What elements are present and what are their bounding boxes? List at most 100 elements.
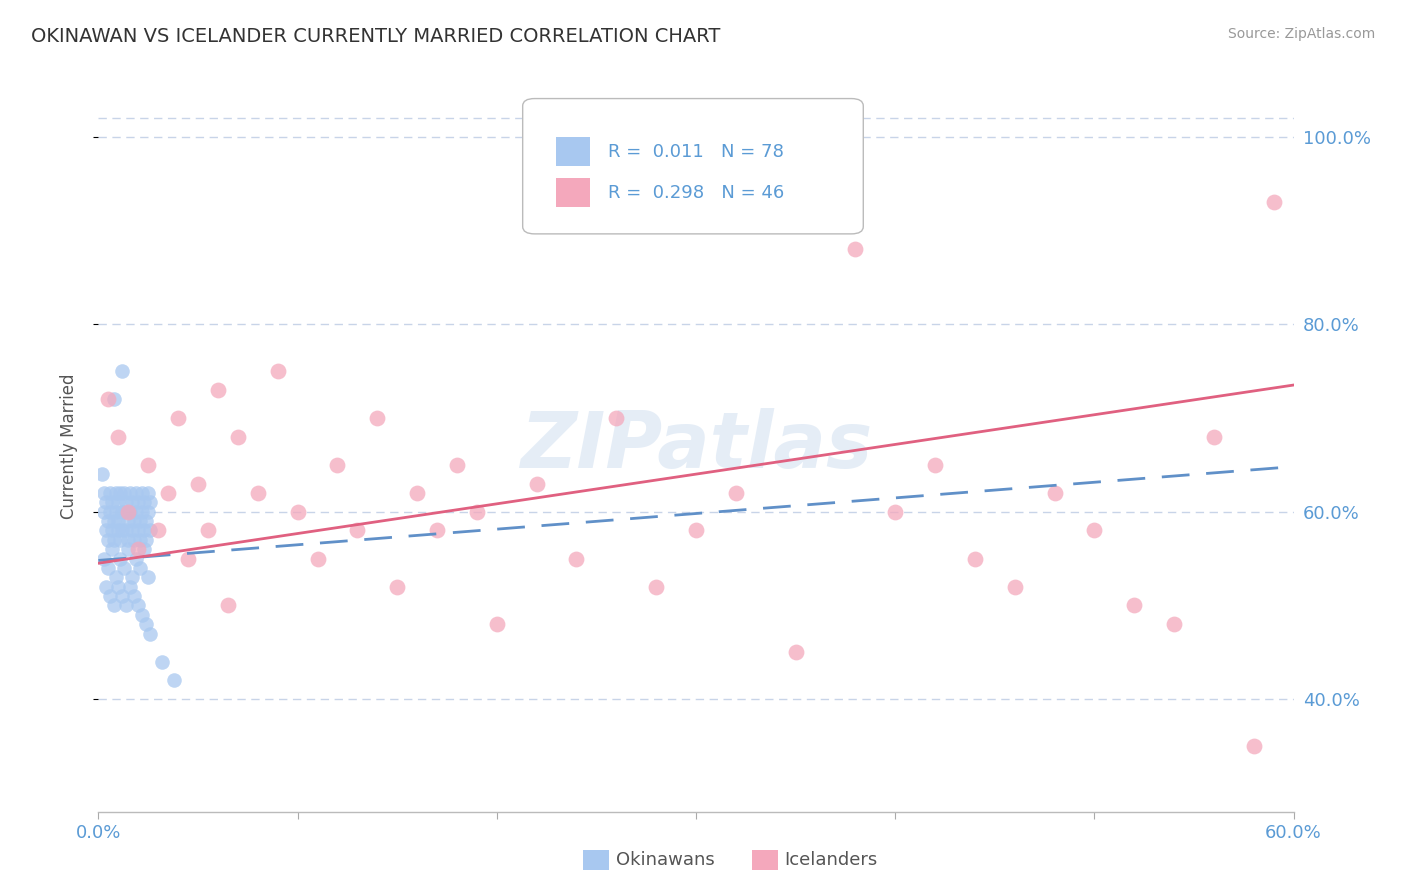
Point xyxy=(346,524,368,538)
Point xyxy=(167,410,190,425)
Point xyxy=(98,505,122,519)
Point xyxy=(217,599,239,613)
Point xyxy=(406,486,429,500)
Point xyxy=(385,580,409,594)
Point xyxy=(131,607,153,622)
Point xyxy=(139,495,162,509)
Point xyxy=(136,458,159,472)
Point xyxy=(112,486,135,500)
Point xyxy=(1263,195,1285,210)
Point xyxy=(111,505,134,519)
Point xyxy=(125,551,148,566)
Point xyxy=(785,645,807,659)
Text: R =  0.011   N = 78: R = 0.011 N = 78 xyxy=(607,143,783,161)
Point xyxy=(136,505,159,519)
Point xyxy=(112,505,135,519)
Point xyxy=(93,486,115,500)
Point xyxy=(1202,429,1225,443)
Point xyxy=(246,486,269,500)
Text: Source: ZipAtlas.com: Source: ZipAtlas.com xyxy=(1227,27,1375,41)
Point xyxy=(125,505,148,519)
Point xyxy=(121,524,143,538)
Point xyxy=(115,524,138,538)
Point xyxy=(685,524,707,538)
Point xyxy=(103,392,125,406)
Point xyxy=(110,551,132,566)
Point xyxy=(139,626,162,640)
Point xyxy=(98,589,122,603)
Point xyxy=(120,580,142,594)
Point xyxy=(207,383,229,397)
Point xyxy=(103,599,125,613)
Point xyxy=(127,524,149,538)
Point xyxy=(565,551,588,566)
Point xyxy=(645,580,668,594)
Point xyxy=(117,542,139,557)
Point xyxy=(131,486,153,500)
Point xyxy=(465,505,488,519)
Bar xyxy=(557,137,589,167)
Point xyxy=(103,514,125,528)
Point xyxy=(963,551,986,566)
FancyBboxPatch shape xyxy=(523,98,863,234)
Point xyxy=(107,514,129,528)
Point xyxy=(124,533,146,547)
Point xyxy=(1004,580,1026,594)
Point xyxy=(226,429,249,443)
Point xyxy=(157,486,180,500)
Point xyxy=(93,505,115,519)
Text: Okinawans: Okinawans xyxy=(616,851,714,869)
Point xyxy=(136,570,159,584)
Point xyxy=(111,364,134,378)
Point xyxy=(121,570,143,584)
Point xyxy=(97,514,120,528)
Point xyxy=(125,486,148,500)
Point xyxy=(115,495,138,509)
Point xyxy=(107,580,129,594)
Point xyxy=(101,524,124,538)
Point xyxy=(267,364,290,378)
Text: ZIPatlas: ZIPatlas xyxy=(520,408,872,484)
Point xyxy=(120,486,142,500)
Point xyxy=(105,570,128,584)
Point xyxy=(307,551,329,566)
Point xyxy=(177,551,200,566)
Point xyxy=(605,410,627,425)
Point xyxy=(110,533,132,547)
Point xyxy=(197,524,219,538)
Point xyxy=(1083,524,1105,538)
Bar xyxy=(557,178,589,208)
Point xyxy=(107,429,129,443)
Point xyxy=(724,486,747,500)
Point xyxy=(107,524,129,538)
Point xyxy=(117,505,139,519)
Point xyxy=(326,458,349,472)
Point xyxy=(134,524,156,538)
Point xyxy=(98,486,122,500)
Point xyxy=(1123,599,1146,613)
Text: R =  0.298   N = 46: R = 0.298 N = 46 xyxy=(607,184,783,202)
Point xyxy=(1243,739,1265,753)
Point xyxy=(134,542,156,557)
Point xyxy=(120,505,142,519)
Point xyxy=(103,533,125,547)
Point xyxy=(105,486,128,500)
Point xyxy=(135,533,157,547)
Point xyxy=(129,514,152,528)
Point xyxy=(97,533,120,547)
Point xyxy=(844,242,866,256)
Point xyxy=(127,495,149,509)
Point xyxy=(1163,617,1185,632)
Y-axis label: Currently Married: Currently Married xyxy=(59,373,77,519)
Point xyxy=(127,542,149,557)
Point xyxy=(446,458,468,472)
Point xyxy=(115,599,138,613)
Point xyxy=(107,495,129,509)
Point xyxy=(426,524,449,538)
Point xyxy=(91,467,114,482)
Point xyxy=(96,524,118,538)
Point xyxy=(97,392,120,406)
Point xyxy=(135,617,157,632)
Point xyxy=(105,505,128,519)
Point xyxy=(101,542,124,557)
